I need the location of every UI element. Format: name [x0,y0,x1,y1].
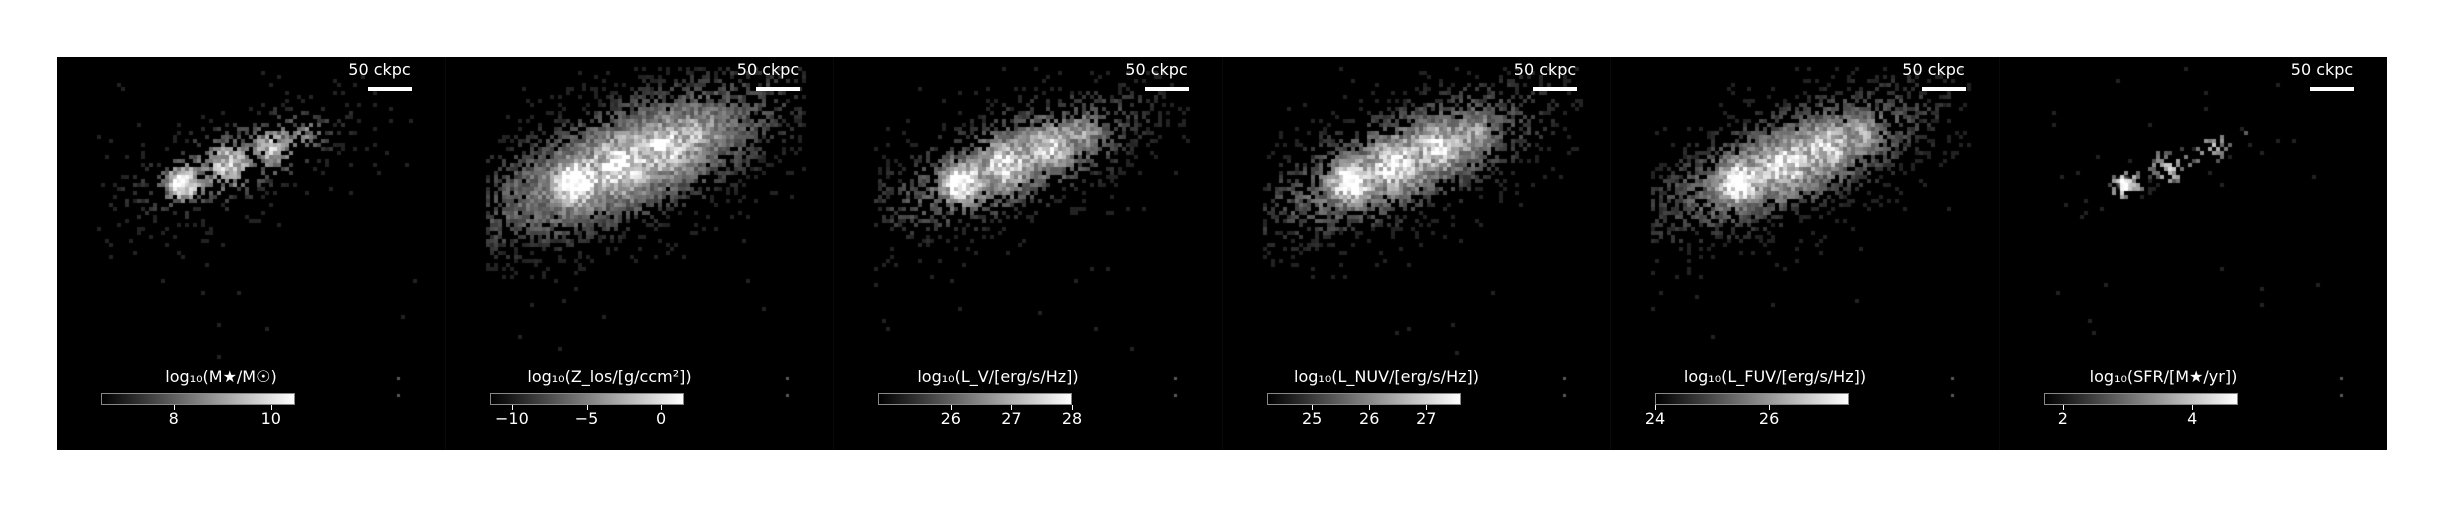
colorbar-label: log₁₀(M★/M☉) [165,367,277,386]
colorbar [101,393,295,405]
image-lnuv [1222,57,1610,450]
colorbar-tick-label: 4 [2187,409,2198,428]
colorbar-tick-label: 8 [168,409,179,428]
colorbar-tick [1426,405,1428,410]
panel-sfr: 50 ckpc log₁₀(SFR/[M★/yr]) 2 4 [1998,57,2387,450]
scale-label: 50 ckpc [1902,60,1965,79]
scale-label: 50 ckpc [1513,60,1577,79]
colorbar [878,393,1072,405]
colorbar [489,393,684,405]
colorbar-tick-label: 26 [940,409,961,428]
scale-label: 50 ckpc [1125,60,1188,79]
panel-lfuv: 50 ckpc log₁₀(L_FUV/[erg/s/Hz]) 24 26 [1610,57,1999,450]
colorbar-label: log₁₀(SFR/[M★/yr]) [2089,367,2238,386]
colorbar-tick-label: 27 [1001,409,1022,428]
colorbar-tick-label: −10 [494,409,529,428]
colorbar-tick-label: 26 [1359,409,1380,428]
image-lv [834,57,1222,450]
colorbar-label: log₁₀(L_FUV/[erg/s/Hz]) [1683,367,1867,386]
colorbar [1655,393,1849,405]
colorbar-tick [270,405,272,410]
colorbar-tick-label: −5 [574,409,599,428]
scale-bar [1921,87,1966,91]
colorbar-tick-label: 27 [1416,409,1437,428]
colorbar-tick [511,405,513,410]
colorbar-tick [2192,405,2194,410]
colorbar-tick-label: 26 [1758,409,1780,428]
colorbar-tick-label: 10 [260,409,281,428]
colorbar [1266,393,1461,405]
colorbar-tick-label: 25 [1301,409,1323,428]
colorbar-tick [1769,405,1771,410]
colorbar-tick [1011,405,1013,410]
colorbar-tick-label: 28 [1061,409,1083,428]
colorbar-tick [173,405,175,410]
colorbar-tick [2062,405,2064,410]
colorbar-tick [1369,405,1371,410]
image-sfr [1999,57,2387,450]
scale-label: 50 ckpc [736,60,800,79]
panel-row: 50 ckpc log₁₀(M★/M☉) 8 10 50 ckpc log₁₀(Z… [57,57,2387,450]
scale-bar [1533,87,1577,91]
colorbar-label: log₁₀(L_V/[erg/s/Hz]) [917,367,1079,386]
colorbar-tick [661,405,663,410]
colorbar-label: log₁₀(L_NUV/[erg/s/Hz]) [1294,367,1479,386]
panel-metallicity: 50 ckpc log₁₀(Z_los/[g/ccm²]) −10 −5 0 [444,57,833,450]
colorbar-tick-label: 2 [2057,409,2068,428]
panel-lv: 50 ckpc log₁₀(L_V/[erg/s/Hz]) 26 27 28 [833,57,1222,450]
colorbar-tick [1655,405,1656,410]
colorbar-label: log₁₀(Z_los/[g/ccm²]) [527,367,692,386]
colorbar-tick [1072,405,1073,410]
colorbar-tick [950,405,952,410]
panel-lnuv: 50 ckpc log₁₀(L_NUV/[erg/s/Hz]) 25 26 27 [1221,57,1610,450]
panel-mass: 50 ckpc log₁₀(M★/M☉) 8 10 [57,57,445,450]
image-metallicity [445,57,833,450]
scale-label: 50 ckpc [2290,60,2354,79]
scale-bar [367,87,412,91]
colorbar-tick-label: 24 [1644,409,1666,428]
colorbar-tick-label: 0 [656,409,667,428]
scale-bar [2310,87,2354,91]
colorbar [2043,393,2238,405]
image-mass [57,57,445,450]
scale-bar [756,87,800,91]
colorbar-tick [1312,405,1314,410]
scale-bar [1144,87,1189,91]
image-lfuv [1611,57,1999,450]
scale-label: 50 ckpc [348,60,411,79]
colorbar-tick [586,405,588,410]
